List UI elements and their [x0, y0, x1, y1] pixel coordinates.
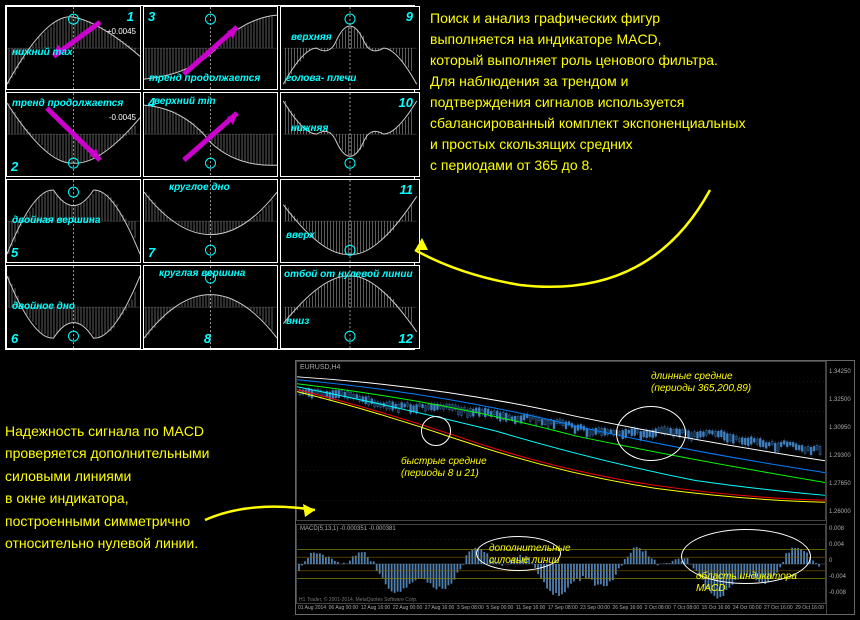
time-label: 2 Oct 08:00 [645, 605, 671, 613]
desc-line: выполняется на индикаторе MACD, [430, 29, 850, 50]
time-label: 7 Oct 08:00 [673, 605, 699, 613]
macd-level: 0.004 [829, 542, 844, 548]
time-label: 5 Sep 00:00 [486, 605, 513, 613]
pattern-cell-9: 9 верхняя голова- плечи [280, 6, 420, 90]
time-label: 24 Oct 00:00 [733, 605, 762, 613]
pattern-value: +0.0045 [107, 27, 136, 36]
pattern-label: нижняя [291, 123, 328, 134]
time-label: 26 Sep 16:00 [612, 605, 642, 613]
pattern-cell-6: 6 двойное дно [6, 265, 141, 349]
macd-level: -0.004 [829, 574, 846, 580]
desc-line: Для наблюдения за трендом и [430, 71, 850, 92]
annotation-long-ma: длинные средние (периоды 365,200,89) [651, 371, 751, 395]
desc-line: и простых скользящих средних [430, 134, 850, 155]
pattern-value: -0.0045 [109, 113, 136, 122]
pattern-cell-3: 3 тренд продолжается [143, 6, 278, 90]
pattern-label: двойное дно [12, 301, 75, 312]
pattern-cell-10: 10 нижняя [280, 92, 420, 176]
time-label: 29 Oct 16:00 [795, 605, 824, 613]
pattern-label-2: голова- плечи [286, 73, 356, 84]
time-label: 12 Aug 16:00 [361, 605, 390, 613]
annotation-fast-ma: быстрые средние (периоды 8 и 21) [401, 456, 487, 480]
time-label: 3 Sep 08:00 [457, 605, 484, 613]
arrow-bottom-to-macd [200, 490, 330, 550]
copyright: H1 Trader, © 2001-2014, MetaQuotes Softw… [299, 597, 417, 603]
trading-chart: EURUSD,H4 MACD(5,13,1) -0.000351 -0.0003… [295, 360, 855, 615]
time-axis: 01 Aug 201406 Aug 00:0012 Aug 16:0022 Au… [296, 604, 826, 614]
pattern-cell-12: 12 вниз отбой от нулевой линии [280, 265, 420, 349]
pattern-cell-7: 7 круглое дно [143, 179, 278, 263]
desc-line: сбалансированный комплект экспоненциальн… [430, 113, 850, 134]
pattern-label: вниз [286, 316, 309, 327]
desc-line: подтверждения сигналов используется [430, 92, 850, 113]
pattern-label: круглое дно [169, 182, 230, 193]
pattern-label-2: отбой от нулевой линии [284, 269, 413, 280]
description-top: Поиск и анализ графических фигурвыполняе… [430, 8, 850, 176]
price-level: 1.27650 [829, 481, 851, 487]
pattern-number: 10 [399, 95, 413, 110]
price-level: 1.34250 [829, 369, 851, 375]
time-label: 22 Aug 00:00 [393, 605, 422, 613]
pattern-label: верхняя [291, 32, 332, 43]
pattern-cell-8: 8 круглая вершина [143, 265, 278, 349]
desc-line: силовыми линиями [5, 465, 285, 487]
pattern-cell-1: 1 нижний max +0.0045 [6, 6, 141, 90]
annotation-macd-area: область индикатора MACD [696, 571, 797, 595]
time-label: 11 Sep 16:00 [516, 605, 545, 613]
pattern-cell-5: 5 двойная вершина [6, 179, 141, 263]
pattern-label: двойная вершина [12, 215, 101, 226]
pattern-label: круглая вершина [159, 268, 245, 279]
price-level: 1.29300 [829, 453, 851, 459]
macd-level: -0.008 [829, 590, 846, 596]
price-level: 1.26000 [829, 509, 851, 515]
time-label: 17 Sep 08:00 [548, 605, 578, 613]
price-level: 1.32500 [829, 397, 851, 403]
marker-fast-ma [421, 416, 451, 446]
pattern-number: 7 [148, 245, 155, 260]
symbol-label: EURUSD,H4 [300, 364, 340, 371]
pattern-label: тренд продолжается [149, 73, 260, 84]
pattern-cell-11: 11 вверх [280, 179, 420, 263]
desc-line: Надежность сигнала по MACD [5, 420, 285, 442]
pattern-label: верхний min [154, 96, 216, 107]
macd-level: 0.008 [829, 526, 844, 532]
pattern-cell-4: 4 верхний min [143, 92, 278, 176]
time-label: 06 Aug 00:00 [329, 605, 358, 613]
pattern-number: 1 [127, 9, 134, 24]
time-label: 27 Aug 16:00 [425, 605, 454, 613]
pattern-label: тренд продолжается [12, 98, 123, 109]
pattern-number: 3 [148, 9, 155, 24]
desc-line: проверяется дополнительными [5, 442, 285, 464]
pattern-cell-2: 2 тренд продолжается -0.0045 [6, 92, 141, 176]
price-level: 1.30950 [829, 425, 851, 431]
pattern-number: 12 [399, 331, 413, 346]
time-label: 27 Oct 16:00 [764, 605, 793, 613]
pattern-number: 8 [204, 331, 211, 346]
marker-long-ma [616, 406, 686, 461]
macd-level: 0 [829, 558, 832, 564]
time-label: 01 Aug 2014 [298, 605, 326, 613]
desc-line: Поиск и анализ графических фигур [430, 8, 850, 29]
arrow-top-to-grid [400, 180, 720, 310]
pattern-number: 6 [11, 331, 18, 346]
pattern-number: 2 [11, 159, 18, 174]
pattern-label: вверх [286, 230, 315, 241]
pattern-number: 9 [406, 9, 413, 24]
pattern-number: 5 [11, 245, 18, 260]
pattern-grid: 1 нижний max +0.0045 3 тренд продолжаетс… [5, 5, 415, 350]
annotation-extra-lines: дополнительные силовые линии [489, 543, 571, 567]
pattern-label: нижний max [12, 47, 73, 58]
desc-line: который выполняет роль ценового фильтра. [430, 50, 850, 71]
time-label: 15 Oct 16:00 [702, 605, 731, 613]
time-label: 23 Sep 00:00 [580, 605, 610, 613]
desc-line: с периодами от 365 до 8. [430, 155, 850, 176]
price-axis: 1.34250 1.32500 1.30950 1.29300 1.27650 1.260… [826, 361, 854, 614]
